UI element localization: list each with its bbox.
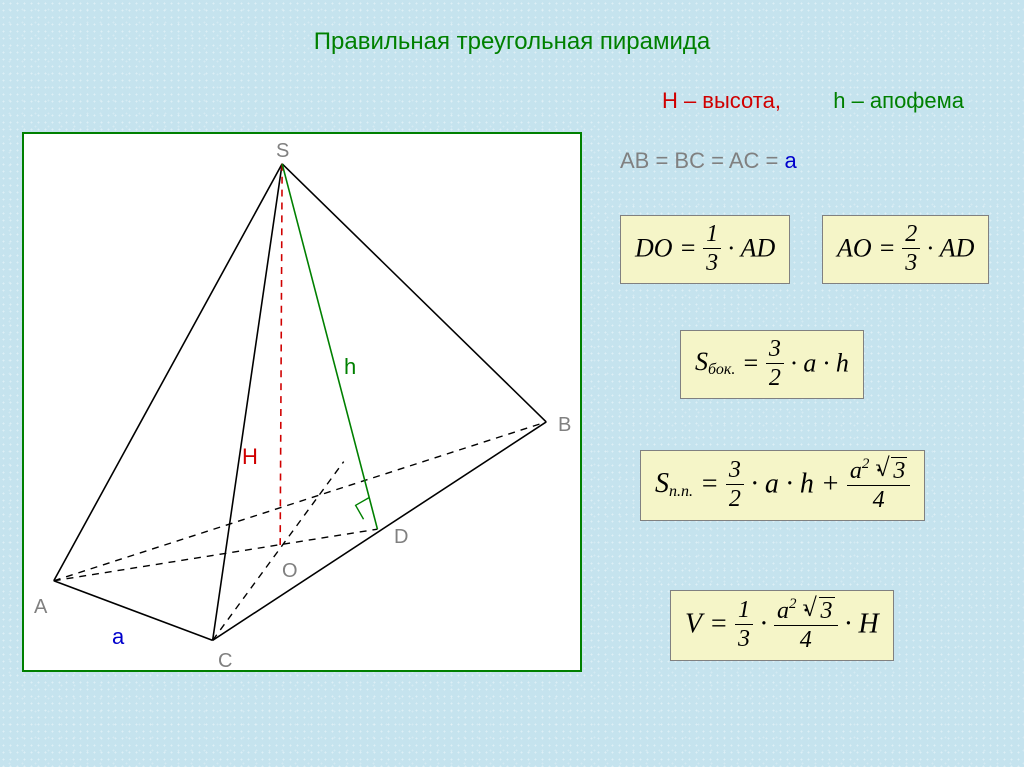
label-apothem: h — [344, 354, 356, 380]
label-side: a — [112, 624, 124, 650]
do-num: 1 — [703, 222, 721, 248]
sfull-sym: S — [655, 468, 669, 499]
sfull-mid: a · h — [765, 469, 814, 500]
ao-num: 2 — [902, 222, 920, 248]
slat-den: 2 — [766, 363, 784, 390]
edge-cb — [213, 422, 547, 640]
label-o: O — [282, 560, 298, 583]
label-b: B — [558, 414, 571, 437]
do-rhs: AD — [741, 234, 776, 263]
edge-ac — [54, 581, 213, 641]
v-tail: H — [859, 609, 879, 640]
edges-var: a — [784, 148, 796, 173]
ao-den: 3 — [902, 248, 920, 275]
label-c: C — [218, 650, 232, 673]
edge-ad — [54, 529, 378, 581]
formula-ao: AO = 23 · AD — [822, 215, 989, 284]
label-height: H — [242, 444, 258, 470]
edge-sa — [54, 164, 282, 581]
formula-s-full: Sп.п. = 32 · a · h + a2 · 3 4 — [640, 450, 925, 521]
sfull-na: a — [850, 458, 862, 484]
formula-s-lateral: Sбок. = 32 · a · h — [680, 330, 864, 399]
do-den: 3 — [703, 248, 721, 275]
slat-num: 3 — [766, 337, 784, 363]
v-f1d: 3 — [735, 624, 753, 651]
v-na: a — [777, 598, 789, 624]
sfull-sub: п.п. — [669, 483, 693, 500]
slat-tail: a · h — [803, 349, 849, 378]
edge-sb — [282, 164, 546, 422]
slat-sub: бок. — [708, 361, 735, 378]
v-sqrt: 3 — [819, 597, 835, 623]
right-angle-mark — [356, 497, 370, 519]
edge-co — [213, 462, 344, 641]
v-f1n: 1 — [735, 598, 753, 624]
legend-height: H – высота, — [662, 88, 781, 113]
v-lhs: V — [685, 609, 702, 640]
label-a: A — [34, 596, 47, 619]
pyramid-svg — [24, 134, 580, 670]
sfull-f1d: 2 — [726, 484, 744, 511]
sfull-nsup: 2 — [862, 456, 870, 472]
v-f2d: 4 — [774, 625, 838, 652]
edges-equation: AB = BC = AC = a — [620, 148, 797, 174]
edges-prefix: AB = BC = AC = — [620, 148, 784, 173]
do-lhs: DO — [635, 234, 673, 263]
ao-rhs: AD — [940, 234, 975, 263]
sfull-sqrt: 3 — [891, 457, 907, 483]
ao-lhs: AO — [837, 234, 872, 263]
v-nsup: 2 — [789, 596, 797, 612]
label-d: D — [394, 526, 408, 549]
pyramid-diagram: S A B C O D H h a — [22, 132, 582, 672]
label-s: S — [276, 140, 289, 163]
page-title: Правильная треугольная пирамида — [0, 28, 1024, 56]
sfull-f1n: 3 — [726, 458, 744, 484]
height-line — [280, 164, 282, 549]
edge-sc — [213, 164, 282, 641]
apothem-line — [282, 164, 377, 529]
legend: H – высота, h – апофема — [662, 88, 964, 114]
slat-sym: S — [695, 347, 708, 376]
legend-apothem: h – апофема — [833, 88, 964, 113]
formula-do: DO = 13 · AD — [620, 215, 790, 284]
sfull-f2d: 4 — [847, 485, 911, 512]
formula-volume: V = 13 · a2 · 3 4 · H — [670, 590, 894, 661]
